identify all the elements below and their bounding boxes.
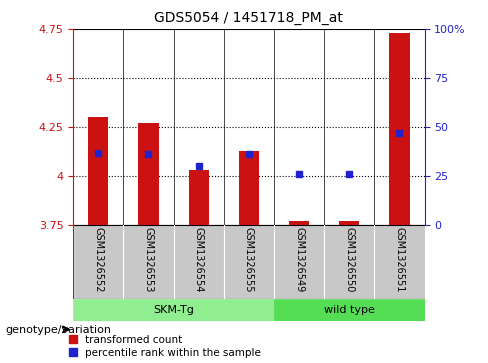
Bar xyxy=(324,225,374,299)
Bar xyxy=(289,221,309,225)
Title: GDS5054 / 1451718_PM_at: GDS5054 / 1451718_PM_at xyxy=(154,11,344,25)
Bar xyxy=(389,33,409,225)
Bar xyxy=(123,225,174,299)
Bar xyxy=(189,170,209,225)
Bar xyxy=(73,225,123,299)
Bar xyxy=(274,299,425,321)
Text: GSM1326552: GSM1326552 xyxy=(93,227,103,293)
Bar xyxy=(73,299,274,321)
Text: GSM1326555: GSM1326555 xyxy=(244,227,254,293)
Bar xyxy=(374,225,425,299)
Text: SKM-Tg: SKM-Tg xyxy=(153,305,194,315)
Bar xyxy=(274,225,324,299)
Bar xyxy=(88,117,108,225)
Text: GSM1326554: GSM1326554 xyxy=(194,227,203,293)
Text: genotype/variation: genotype/variation xyxy=(5,325,111,335)
Bar xyxy=(224,225,274,299)
Bar xyxy=(139,123,159,225)
Bar xyxy=(239,151,259,225)
Text: GSM1326550: GSM1326550 xyxy=(344,227,354,293)
Legend: transformed count, percentile rank within the sample: transformed count, percentile rank withi… xyxy=(69,335,261,358)
Text: GSM1326551: GSM1326551 xyxy=(394,227,405,293)
Bar xyxy=(174,225,224,299)
Text: wild type: wild type xyxy=(324,305,375,315)
Bar xyxy=(339,221,359,225)
Text: GSM1326549: GSM1326549 xyxy=(294,227,304,293)
Text: GSM1326553: GSM1326553 xyxy=(143,227,154,293)
